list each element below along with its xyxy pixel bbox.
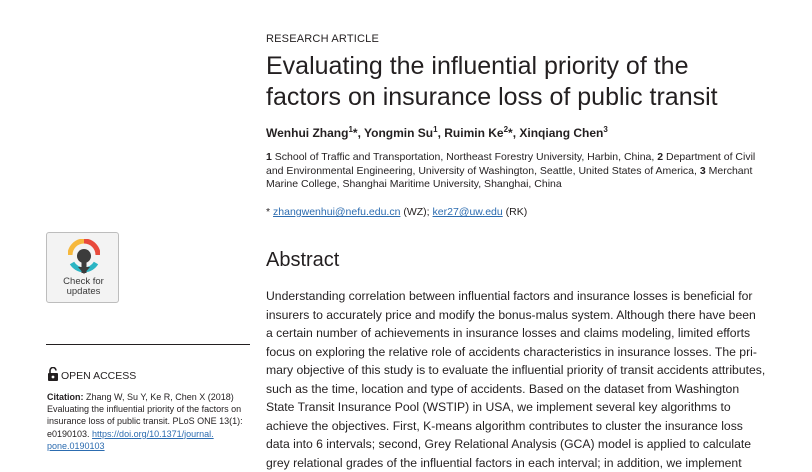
corresponding-mark: *: [266, 206, 273, 218]
affiliation-number: 1: [266, 151, 272, 163]
abstract-heading: Abstract: [266, 249, 339, 272]
author-name: Yongmin Su: [364, 126, 433, 140]
badge-label-line: updates: [47, 287, 120, 297]
citation-block: Citation: Zhang W, Su Y, Ke R, Chen X (2…: [47, 391, 252, 452]
abstract-line: a certain number of achievements in insu…: [266, 324, 776, 343]
abstract-line: State Transit Insurance Pool (WSTIP) in …: [266, 398, 776, 417]
abstract-line: data into 6 intervals; second, Grey Rela…: [266, 435, 776, 454]
citation-row: insurance loss of public transit. PLoS O…: [47, 415, 252, 427]
author-affil-sup: 3: [603, 125, 607, 134]
abstract-line: insurers to accurately price and modify …: [266, 306, 776, 325]
open-access-label: OPEN ACCESS: [47, 367, 136, 382]
affiliation-number: 2: [657, 151, 663, 163]
author[interactable]: Xinqiang Chen3: [519, 126, 607, 140]
correspondence: * zhangwenhui@nefu.edu.cn (WZ); ker27@uw…: [266, 206, 527, 218]
author-name: Wenhui Zhang: [266, 126, 348, 140]
abstract-body: Understanding correlation between influe…: [266, 287, 776, 472]
author-name: Ruimin Ke: [444, 126, 503, 140]
open-access-text: OPEN ACCESS: [61, 370, 136, 382]
sidebar-divider: [46, 344, 250, 345]
check-for-updates-button[interactable]: Check for updates: [46, 232, 119, 303]
open-lock-icon: [47, 367, 59, 381]
affiliations: 1 School of Traffic and Transportation, …: [266, 151, 766, 192]
citation-row: pone.0190103: [47, 440, 252, 452]
citation-text: Zhang W, Su Y, Ke R, Chen X (2018): [84, 392, 234, 402]
doi-link[interactable]: https://doi.org/10.1371/journal.: [92, 429, 214, 439]
email-owner: (WZ);: [400, 206, 432, 218]
author-list: Wenhui Zhang1*, Yongmin Su1, Ruimin Ke2*…: [266, 126, 608, 140]
email-owner: (RK): [503, 206, 528, 218]
author-name: Xinqiang Chen: [519, 126, 603, 140]
author[interactable]: Ruimin Ke2*: [444, 126, 512, 140]
badge-label: Check for updates: [47, 277, 120, 297]
abstract-line: mary objective of this study is to evalu…: [266, 361, 776, 380]
title-line: factors on insurance loss of public tran…: [266, 82, 786, 113]
article-title: Evaluating the influential priority of t…: [266, 51, 786, 113]
check-updates-icon: [68, 239, 100, 275]
affiliation-text: School of Traffic and Transportation, No…: [275, 151, 655, 163]
article-type-label: RESEARCH ARTICLE: [266, 33, 379, 45]
abstract-line: focus on exploring the relative role of …: [266, 343, 776, 362]
abstract-line: grey relational grades of the influentia…: [266, 454, 776, 472]
citation-text: e0190103.: [47, 429, 92, 439]
author[interactable]: Wenhui Zhang1*: [266, 126, 358, 140]
abstract-line: achieve the objectives. First, K-means a…: [266, 417, 776, 436]
title-line: Evaluating the influential priority of t…: [266, 51, 786, 82]
abstract-line: such as the time, location and type of a…: [266, 380, 776, 399]
citation-row: e0190103. https://doi.org/10.1371/journa…: [47, 428, 252, 440]
author[interactable]: Yongmin Su1: [364, 126, 438, 140]
citation-row: Evaluating the influential priority of t…: [47, 403, 252, 415]
abstract-line: Understanding correlation between influe…: [266, 287, 776, 306]
citation-label: Citation:: [47, 392, 84, 402]
email-link[interactable]: ker27@uw.edu: [433, 206, 503, 218]
affiliation-number: 3: [700, 165, 706, 177]
doi-link[interactable]: pone.0190103: [47, 441, 105, 451]
citation-row: Citation: Zhang W, Su Y, Ke R, Chen X (2…: [47, 391, 252, 403]
email-link[interactable]: zhangwenhui@nefu.edu.cn: [273, 206, 400, 218]
